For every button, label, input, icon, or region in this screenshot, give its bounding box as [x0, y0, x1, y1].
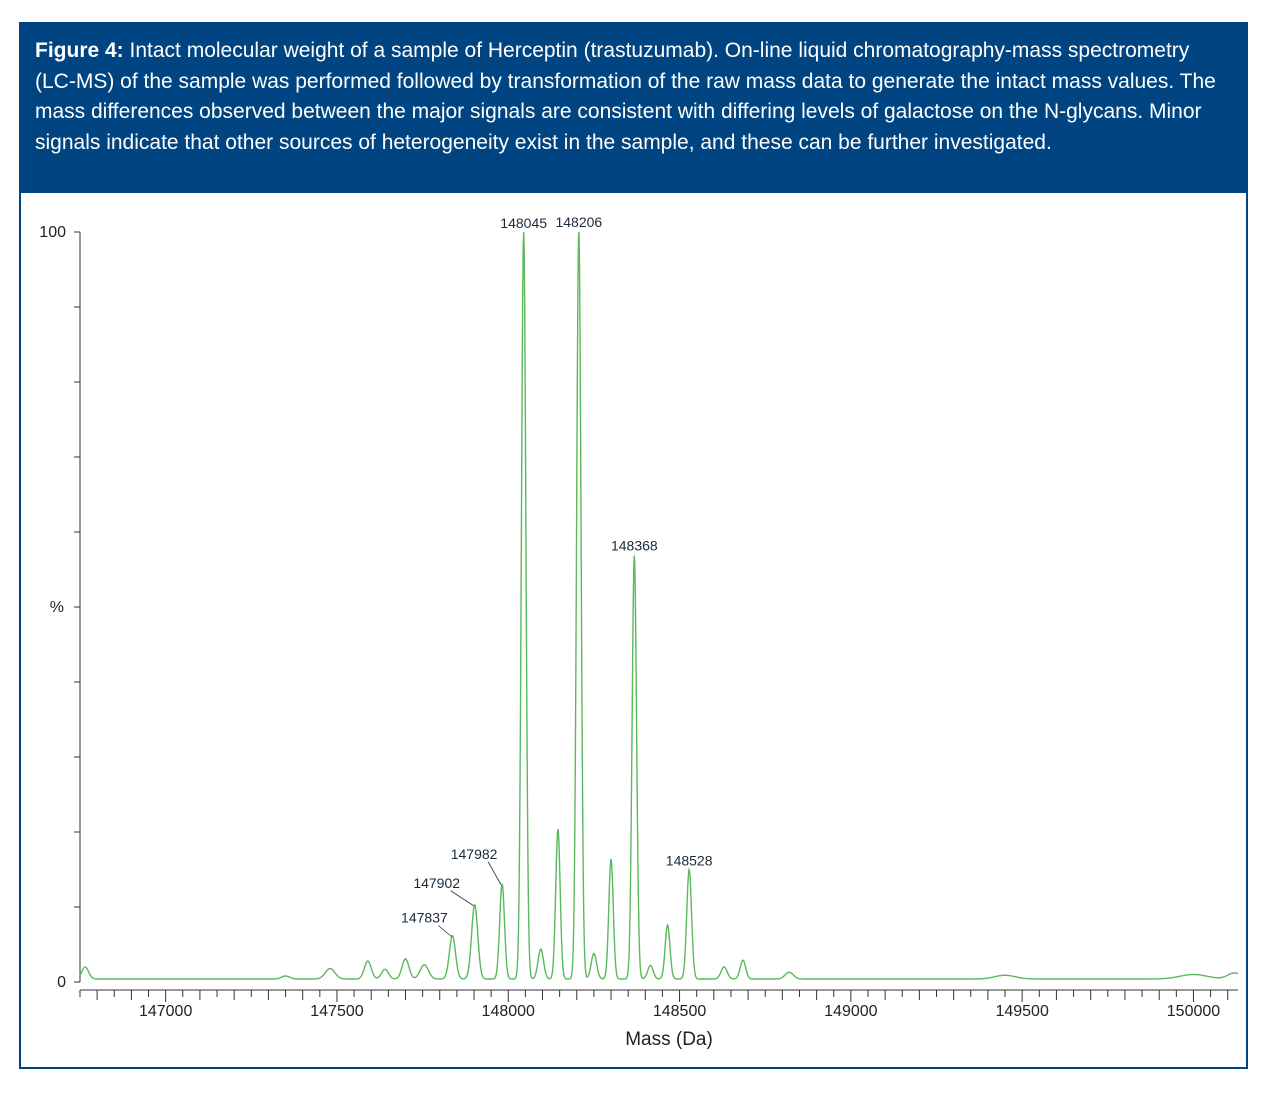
- peak-label-148368: 148368: [611, 537, 658, 553]
- y-tick-label: 100: [39, 224, 66, 241]
- peak-label-148206: 148206: [555, 214, 602, 230]
- x-tick-label: 148000: [482, 1003, 535, 1020]
- x-tick-label: 147000: [139, 1003, 192, 1020]
- peak-labels: 147837 147902 147982 148045 148206 148368 1485…: [401, 214, 713, 937]
- figure-caption: Figure 4: Intact molecular weight of a s…: [21, 24, 1246, 193]
- peak-leader-line: [450, 890, 474, 907]
- y-axis-title: %: [50, 599, 64, 616]
- peak-label-148528: 148528: [666, 853, 713, 869]
- caption-lead: Figure 4:: [35, 39, 124, 62]
- x-tick-label: 149500: [995, 1003, 1048, 1020]
- peak-label-147982: 147982: [451, 846, 498, 862]
- peak-leader-line: [438, 925, 452, 937]
- x-tick-label: 149000: [824, 1003, 877, 1020]
- figure-frame: Figure 4: Intact molecular weight of a s…: [19, 22, 1248, 1069]
- axes: 0 100 147000 147500 148000 148500 149000 149500…: [39, 224, 1238, 1020]
- spectrum-trace: [79, 231, 1239, 980]
- peak-label-147837: 147837: [401, 910, 448, 926]
- y-tick-label: 0: [57, 974, 66, 991]
- caption-text: Intact molecular weight of a sample of H…: [35, 39, 1216, 154]
- x-tick-label: 150000: [1167, 1003, 1220, 1020]
- peak-leader-line: [487, 861, 502, 885]
- x-axis-title: Mass (Da): [625, 1029, 713, 1050]
- peak-label-147902: 147902: [413, 875, 460, 891]
- peak-label-148045: 148045: [500, 215, 547, 231]
- x-tick-label: 148500: [653, 1003, 706, 1020]
- x-tick-label: 147500: [310, 1003, 363, 1020]
